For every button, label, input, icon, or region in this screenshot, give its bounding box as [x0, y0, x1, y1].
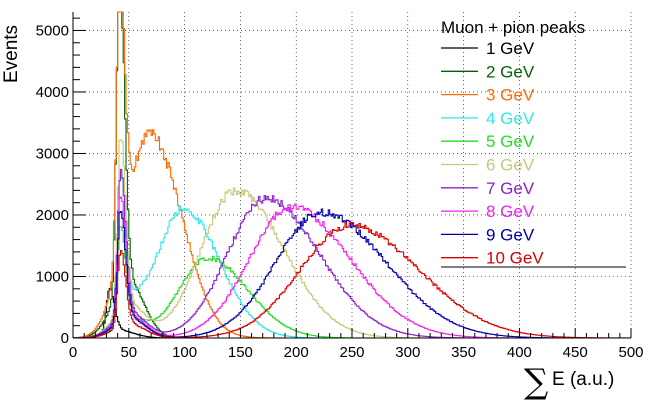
legend-label-4-gev: 4 GeV	[486, 109, 535, 128]
y-tick-label-1000: 1000	[36, 268, 69, 285]
legend-label-6-gev: 6 GeV	[486, 156, 535, 175]
x-tick-label-350: 350	[451, 344, 476, 361]
y-tick-label-3000: 3000	[36, 145, 69, 162]
legend-label-5-gev: 5 GeV	[486, 132, 535, 151]
legend-title: Muon + pion peaks	[441, 18, 585, 37]
legend: Muon + pion peaks 1 GeV 2 GeV 3 GeV 4 GeV 5 …	[441, 18, 626, 268]
x-tick-label-250: 250	[339, 344, 364, 361]
legend-label-2-gev: 2 GeV	[486, 62, 535, 81]
x-tick-label-300: 300	[395, 344, 420, 361]
x-axis-title: E (a.u.)	[552, 369, 614, 390]
legend-label-9-gev: 9 GeV	[486, 225, 535, 244]
x-axis-sigma-symbol: ∑	[524, 362, 548, 401]
legend-label-7-gev: 7 GeV	[486, 179, 535, 198]
y-axis-title: Events	[1, 25, 22, 83]
y-tick-label-0: 0	[61, 330, 69, 347]
x-tick-label-0: 0	[69, 344, 77, 361]
x-tick-label-50: 50	[120, 344, 137, 361]
legend-label-3-gev: 3 GeV	[486, 86, 535, 105]
legend-label-1-gev: 1 GeV	[486, 39, 535, 58]
grid	[73, 12, 632, 338]
series-line-10-gev	[73, 221, 631, 339]
y-tick-label-5000: 5000	[36, 22, 69, 39]
legend-label-10-gev: 10 GeV	[486, 249, 544, 268]
legend-label-8-gev: 8 GeV	[486, 202, 535, 221]
x-tick-label-500: 500	[618, 344, 643, 361]
x-tick-label-100: 100	[172, 344, 197, 361]
x-tick-label-400: 400	[507, 344, 532, 361]
axes: 0 50 100 150 200 250 300 350 400 450 5000100020003…	[36, 12, 644, 361]
x-tick-label-200: 200	[284, 344, 309, 361]
y-tick-label-4000: 4000	[36, 84, 69, 101]
x-tick-label-150: 150	[228, 344, 253, 361]
y-tick-label-2000: 2000	[36, 207, 69, 224]
x-tick-label-450: 450	[563, 344, 588, 361]
